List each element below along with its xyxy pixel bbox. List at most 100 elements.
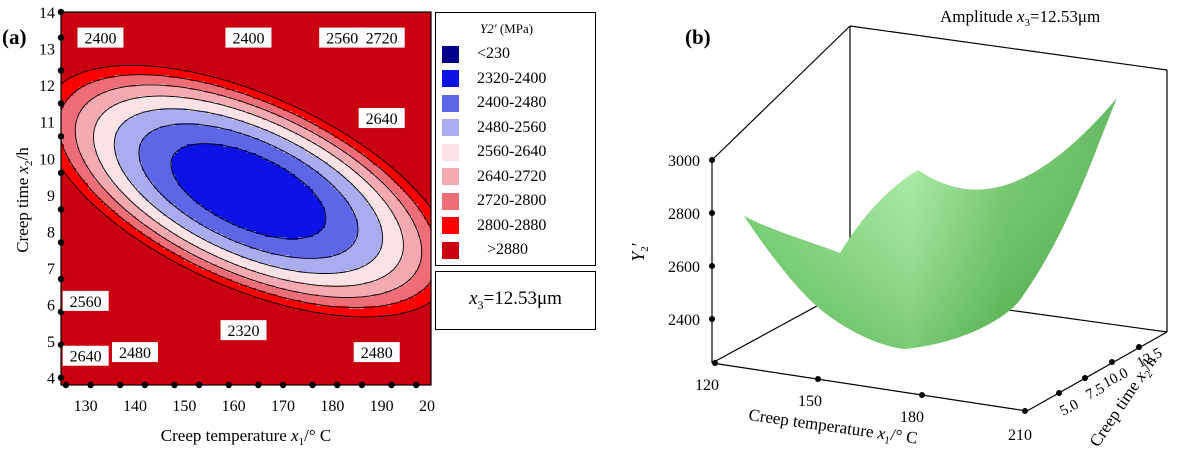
contour-cell [169,186,173,190]
contour-cell [172,33,176,37]
contour-cell [73,330,77,334]
contour-cell [157,255,161,259]
contour-cell [133,303,137,307]
contour-cell [127,366,131,370]
contour-cell [175,330,179,334]
contour-cell [130,81,134,85]
contour-cell [94,51,98,55]
contour-cell [148,183,152,187]
contour-cell [136,27,140,31]
contour-cell [163,141,167,145]
contour-cell [142,330,146,334]
contour-cell [154,102,158,106]
contour-cell [85,315,89,319]
contour-cell [148,99,152,103]
contour-cell [121,123,125,127]
contour-cell [88,261,92,265]
contour-cell [157,84,161,88]
contour-cell [64,45,68,49]
contour-cell [130,147,134,151]
contour-cell [157,102,161,106]
contour-cell [67,45,71,49]
contour-cell [121,15,125,19]
contour-cell [166,303,170,307]
contour-cell [64,42,68,46]
contour-cell [127,372,131,376]
contour-cell [94,168,98,172]
contour-cell [142,141,146,145]
contour-cell [157,132,161,136]
contour-cell [88,210,92,214]
contour-cell [142,183,146,187]
contour-cell [172,330,176,334]
contour-cell [85,18,89,22]
contour-cell [76,165,80,169]
contour-cell [163,228,167,232]
contour-cell [109,321,113,325]
contour-cell [103,135,107,139]
contour-cell [70,78,74,82]
contour-cell [118,306,122,310]
contour-cell [97,102,101,106]
contour-cell [79,279,83,283]
contour-cell [127,120,131,124]
contour-cell [64,270,68,274]
contour-cell [178,372,182,376]
contour-cell [172,291,176,295]
contour-cell [82,87,86,91]
contour-cell [88,48,92,52]
contour-cell [94,222,98,226]
contour-cell [139,48,143,52]
contour-cell [118,279,122,283]
contour-cell [175,174,179,178]
contour-cell [163,294,167,298]
contour-cell [175,375,179,379]
contour-cell [130,324,134,328]
contour-cell [106,153,110,157]
contour-cell [79,216,83,220]
contour-cell [148,288,152,292]
contour-cell [112,51,116,55]
contour-cell [91,243,95,247]
contour-cell [106,246,110,250]
contour-cell [61,123,65,127]
contour-cell [115,213,119,217]
contour-cell [100,141,104,145]
contour-cell [154,183,158,187]
contour-cell [127,174,131,178]
contour-cell [163,330,167,334]
contour-cell [160,279,164,283]
contour-cell [76,48,80,52]
contour-cell [76,243,80,247]
contour-cell [145,129,149,133]
contour-cell [151,213,155,217]
contour-cell [160,300,164,304]
contour-cell [88,75,92,79]
contour-cell [91,75,95,79]
contour-cell [175,243,179,247]
contour-cell [133,99,137,103]
contour-cell [94,15,98,19]
contour-cell [103,108,107,112]
contour-cell [166,339,170,343]
contour-cell [175,129,179,133]
contour-cell [127,72,131,76]
contour-cell [160,27,164,31]
contour-cell [103,75,107,79]
contour-cell [100,231,104,235]
contour-cell [67,99,71,103]
contour-cell [109,219,113,223]
contour-cell [64,75,68,79]
contour-cell [142,174,146,178]
contour-cell [175,273,179,277]
contour-cell [148,294,152,298]
contour-cell [139,381,143,385]
contour-cell [112,153,116,157]
contour-cell [145,369,149,373]
contour-cell [142,162,146,166]
contour-cell [151,93,155,97]
contour-cell [121,309,125,313]
contour-cell [76,90,80,94]
contour-cell [166,288,170,292]
contour-cell [103,78,107,82]
